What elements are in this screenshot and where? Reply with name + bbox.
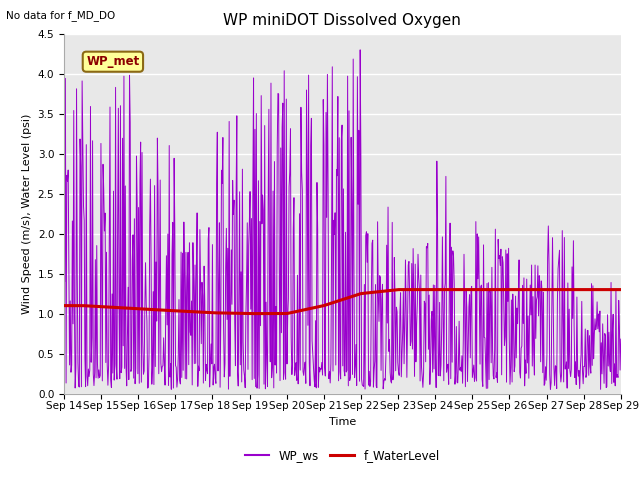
X-axis label: Time: Time <box>329 417 356 427</box>
WP_ws <box>415 286 423 292</box>
WP_ws <box>483 281 491 287</box>
Title: WP miniDOT Dissolved Oxygen: WP miniDOT Dissolved Oxygen <box>223 13 461 28</box>
WP_ws <box>384 204 392 210</box>
Line: f_WaterLevel: f_WaterLevel <box>64 289 621 313</box>
f_WaterLevel <box>617 287 625 292</box>
f_WaterLevel <box>246 311 254 316</box>
Legend: WP_ws, f_WaterLevel: WP_ws, f_WaterLevel <box>241 444 444 467</box>
WP_ws <box>60 130 68 136</box>
f_WaterLevel <box>329 300 337 306</box>
f_WaterLevel <box>519 287 527 292</box>
WP_ws <box>617 336 625 342</box>
f_WaterLevel <box>395 287 403 292</box>
Text: No data for f_MD_DO: No data for f_MD_DO <box>6 10 116 21</box>
f_WaterLevel <box>326 301 333 307</box>
Text: WP_met: WP_met <box>86 55 140 68</box>
WP_ws <box>547 387 554 393</box>
WP_ws <box>540 383 548 388</box>
WP_ws <box>356 47 364 53</box>
f_WaterLevel <box>606 287 614 292</box>
WP_ws <box>399 329 406 335</box>
WP_ws <box>94 375 102 381</box>
f_WaterLevel <box>362 290 370 296</box>
f_WaterLevel <box>393 287 401 293</box>
Line: WP_ws: WP_ws <box>64 50 621 390</box>
Y-axis label: Wind Speed (m/s), Water Level (psi): Wind Speed (m/s), Water Level (psi) <box>22 113 32 314</box>
f_WaterLevel <box>60 303 68 309</box>
